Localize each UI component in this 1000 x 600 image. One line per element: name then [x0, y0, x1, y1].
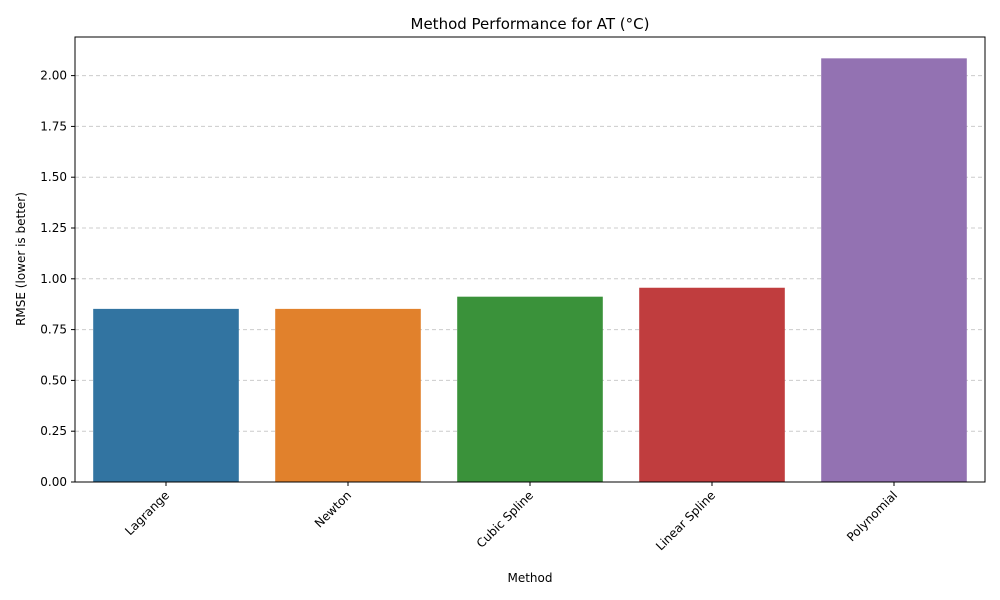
y-ticks: 0.00 0.25 0.50 0.75 1.00 1.25 1.50 1.75 2.00 [40, 69, 75, 489]
y-tick-label: 0.75 [40, 323, 67, 337]
y-tick-label: 2.00 [40, 69, 67, 83]
chart-title: Method Performance for AT (°C) [411, 15, 650, 33]
y-tick-label: 1.50 [40, 170, 67, 184]
x-tick-label: Newton [312, 488, 354, 530]
y-tick-label: 1.75 [40, 119, 67, 133]
y-tick-label: 0.50 [40, 373, 67, 387]
y-tick-label: 0.00 [40, 475, 67, 489]
x-ticks: Lagrange Newton Cubic Spline Linear Spline P… [122, 482, 900, 553]
y-axis-label: RMSE (lower is better) [14, 192, 28, 326]
x-tick-label: Lagrange [122, 488, 172, 538]
bars [93, 58, 967, 482]
x-tick-label: Linear Spline [653, 488, 718, 553]
x-axis-label: Method [507, 571, 552, 585]
x-tick-label: Cubic Spline [474, 488, 536, 550]
bar-cubic-spline [457, 296, 603, 482]
y-tick-label: 1.00 [40, 272, 67, 286]
y-tick-label: 0.25 [40, 424, 67, 438]
x-tick-label: Polynomial [844, 488, 900, 544]
bar-linear-spline [639, 287, 785, 482]
bar-lagrange [93, 308, 239, 482]
bar-polynomial [821, 58, 967, 482]
bar-newton [275, 308, 421, 482]
y-tick-label: 1.25 [40, 221, 67, 235]
